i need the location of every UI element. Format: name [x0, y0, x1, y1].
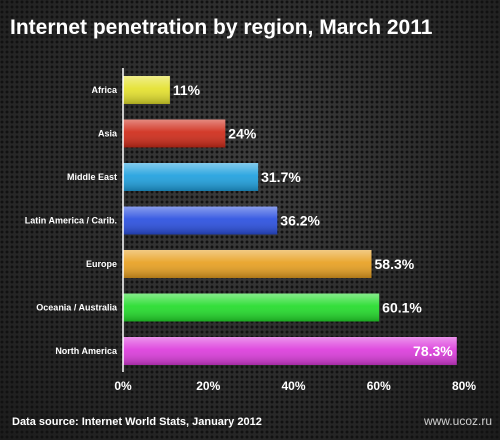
- x-tick-label: 0%: [114, 379, 132, 393]
- bar-highlight: [123, 206, 278, 235]
- category-label: Middle East: [67, 172, 117, 182]
- bar-highlight: [123, 250, 372, 278]
- value-label: 36.2%: [280, 213, 320, 229]
- bar-highlight: [123, 337, 457, 365]
- x-tick-label: 80%: [452, 379, 476, 393]
- category-label: Oceania / Australia: [36, 303, 118, 313]
- value-label: 24%: [228, 126, 257, 142]
- category-label: Latin America / Carib.: [25, 216, 117, 226]
- value-label: 60.1%: [382, 300, 422, 316]
- value-label: 31.7%: [261, 169, 301, 185]
- category-label: Europe: [86, 259, 117, 269]
- bar-highlight: [123, 76, 170, 104]
- category-label: Africa: [91, 85, 118, 95]
- x-tick-label: 40%: [281, 379, 305, 393]
- value-label: 11%: [173, 82, 201, 98]
- watermark: www.ucoz.ru: [423, 414, 492, 428]
- bar-highlight: [123, 163, 259, 191]
- bar-highlight: [123, 119, 226, 148]
- x-tick-label: 20%: [196, 379, 220, 393]
- x-tick-label: 60%: [367, 379, 391, 393]
- chart-title: Internet penetration by region, March 20…: [10, 16, 433, 39]
- category-label: Asia: [98, 129, 118, 139]
- bar-highlight: [123, 293, 380, 322]
- value-label: 58.3%: [375, 256, 415, 272]
- data-source-note: Data source: Internet World Stats, Janua…: [12, 416, 262, 428]
- category-label: North America: [55, 346, 118, 356]
- value-label: 78.3%: [413, 343, 453, 359]
